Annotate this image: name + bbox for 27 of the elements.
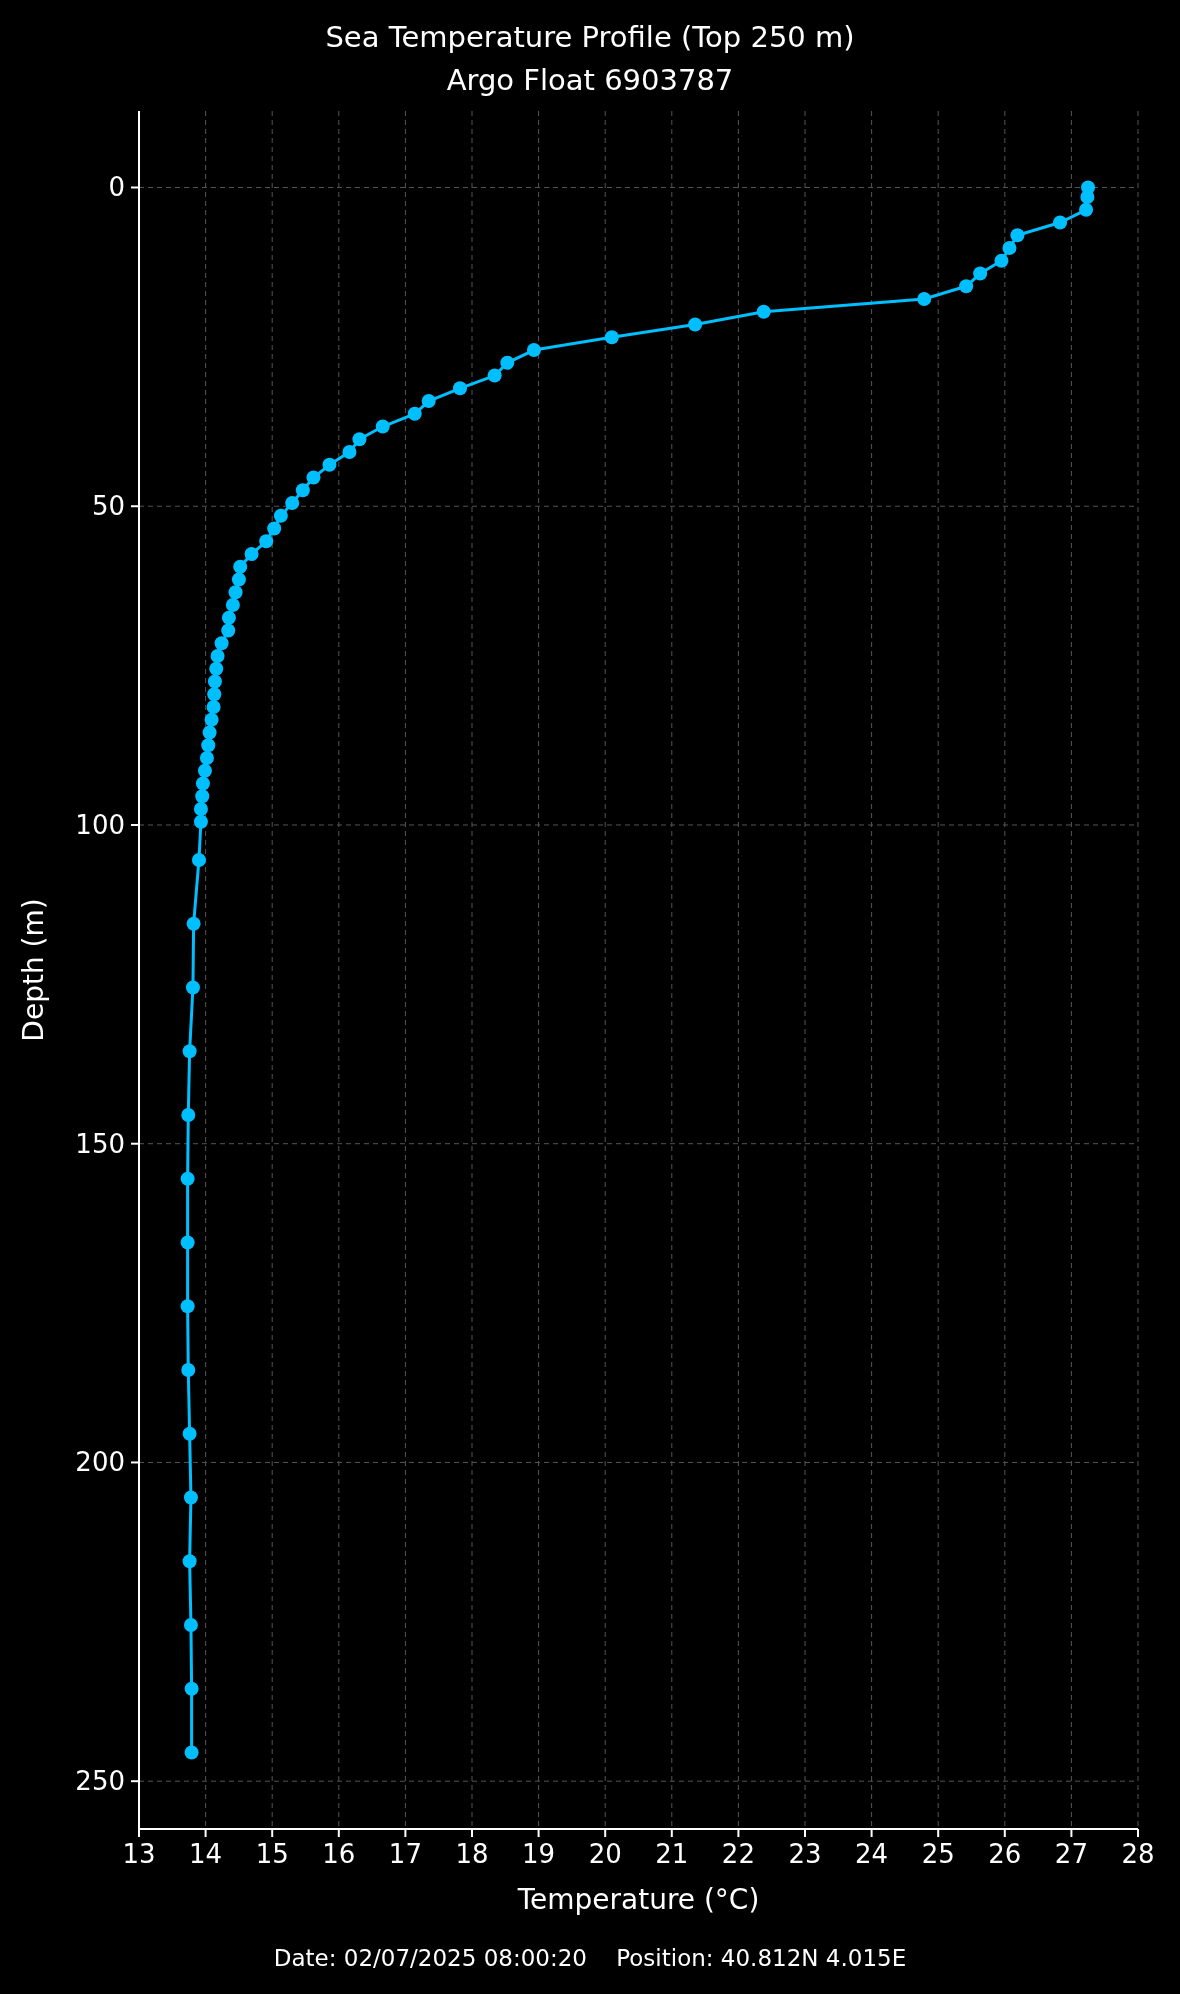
x-tick-label: 27 [1054, 1839, 1088, 1869]
y-tick-label: 250 [75, 1766, 125, 1797]
x-tick-label: 21 [655, 1839, 689, 1869]
x-tick-label: 15 [255, 1839, 289, 1869]
y-tick-label: 200 [75, 1447, 125, 1478]
x-tick-label: 18 [455, 1839, 489, 1869]
x-tick-label: 23 [788, 1839, 822, 1869]
x-tick-label: 17 [388, 1839, 422, 1869]
y-tick-label: 0 [108, 172, 125, 203]
x-axis-title: Temperature (°C) [516, 1883, 760, 1916]
x-tick-label: 26 [988, 1839, 1022, 1869]
y-tick-label: 150 [75, 1128, 125, 1159]
x-tick-label: 24 [855, 1839, 889, 1869]
x-tick-label: 25 [921, 1839, 955, 1869]
y-tick-label: 50 [91, 491, 125, 522]
chart-title: Sea Temperature Profile (Top 250 m) [325, 20, 855, 54]
x-tick-label: 20 [588, 1839, 622, 1869]
text: Date: 02/07/2025 08:00:20 Position: 40.812N 4.015E [273, 1945, 907, 1971]
y-axis-title: Depth (m) [17, 898, 50, 1042]
y-tick-label: 100 [75, 809, 125, 840]
x-tick-label: 13 [122, 1839, 156, 1869]
chart-subtitle: Argo Float 6903787 [446, 63, 734, 97]
x-tick-label: 22 [721, 1839, 755, 1869]
x-tick-label: 16 [322, 1839, 356, 1869]
x-tick-label: 28 [1121, 1839, 1155, 1869]
x-tick-label: 14 [189, 1839, 223, 1869]
x-tick-label: 19 [522, 1839, 556, 1869]
